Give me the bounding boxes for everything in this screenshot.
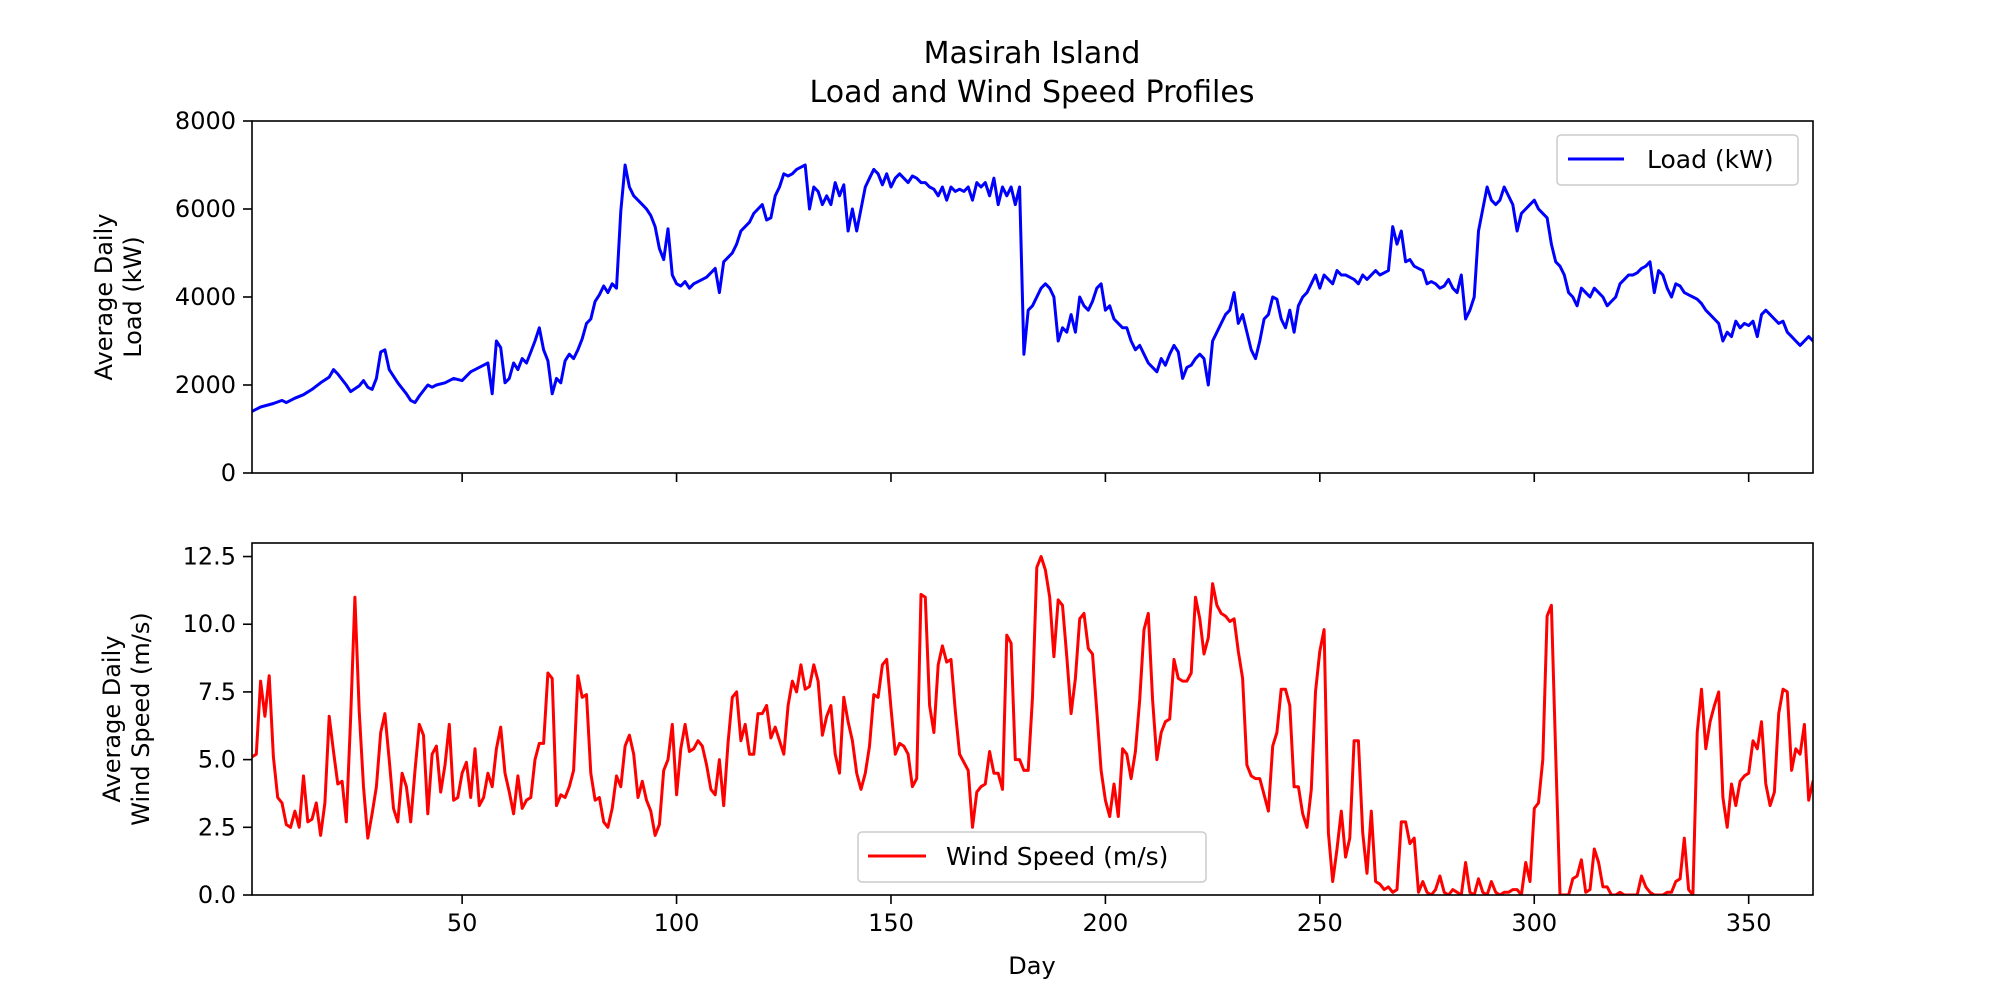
wind-y-axis-label-line-1: Average Daily (98, 636, 126, 803)
wind-x-tick-label: 250 (1297, 909, 1343, 937)
wind-legend: Wind Speed (m/s) (857, 831, 1207, 883)
wind-y-tick-label: 2.5 (198, 813, 236, 841)
load-panel: 0 2000 4000 6000 8000 Average Daily Load (kW… (90, 107, 1814, 487)
wind-y-axis-label-line-2: Wind Speed (m/s) (127, 612, 155, 826)
wind-x-ticks: 50 100 150 200 250 300 350 (447, 895, 1772, 937)
wind-legend-label: Wind Speed (m/s) (946, 842, 1168, 871)
load-y-ticks: 0 2000 4000 6000 8000 (175, 107, 252, 487)
wind-y-tick-label: 7.5 (198, 678, 236, 706)
load-y-tick-label: 2000 (175, 371, 236, 399)
wind-y-tick-label: 0.0 (198, 881, 236, 909)
wind-x-tick-label: 150 (868, 909, 914, 937)
wind-panel: 50 100 150 200 250 300 350 0.0 2.5 5.0 7.5 10.0 12.… (98, 542, 1814, 980)
wind-y-ticks: 0.0 2.5 5.0 7.5 10.0 12.5 (183, 543, 252, 909)
load-legend-box (1556, 134, 1799, 186)
load-y-tick-label: 8000 (175, 107, 236, 135)
wind-y-tick-label: 10.0 (183, 610, 236, 638)
chart-title-line-2: Load and Wind Speed Profiles (810, 75, 1255, 110)
load-series-line (252, 163, 1813, 413)
load-legend: Load (kW) (1556, 134, 1799, 186)
wind-x-tick-label: 50 (447, 909, 478, 937)
load-legend-label: Load (kW) (1647, 145, 1774, 174)
load-x-ticks (461, 473, 1750, 482)
wind-x-tick-label: 100 (654, 909, 700, 937)
wind-line-group (252, 555, 1813, 895)
load-y-axis-label-line-2: Load (kW) (119, 236, 147, 358)
wind-y-tick-label: 12.5 (183, 543, 236, 571)
wind-x-tick-label: 200 (1082, 909, 1128, 937)
load-line-group (252, 163, 1813, 413)
chart-title-line-1: Masirah Island (924, 36, 1141, 71)
load-y-tick-label: 4000 (175, 283, 236, 311)
load-y-axis-label-line-1: Average Daily (90, 214, 118, 381)
wind-axes-frame (251, 542, 1814, 896)
wind-series-line (252, 555, 1813, 895)
wind-legend-box (857, 831, 1207, 883)
wind-x-tick-label: 350 (1726, 909, 1772, 937)
wind-x-tick-label: 300 (1511, 909, 1557, 937)
load-y-tick-label: 6000 (175, 195, 236, 223)
load-y-tick-label: 0 (221, 459, 236, 487)
wind-y-tick-label: 5.0 (198, 746, 236, 774)
wind-x-axis-label: Day (1008, 952, 1055, 980)
